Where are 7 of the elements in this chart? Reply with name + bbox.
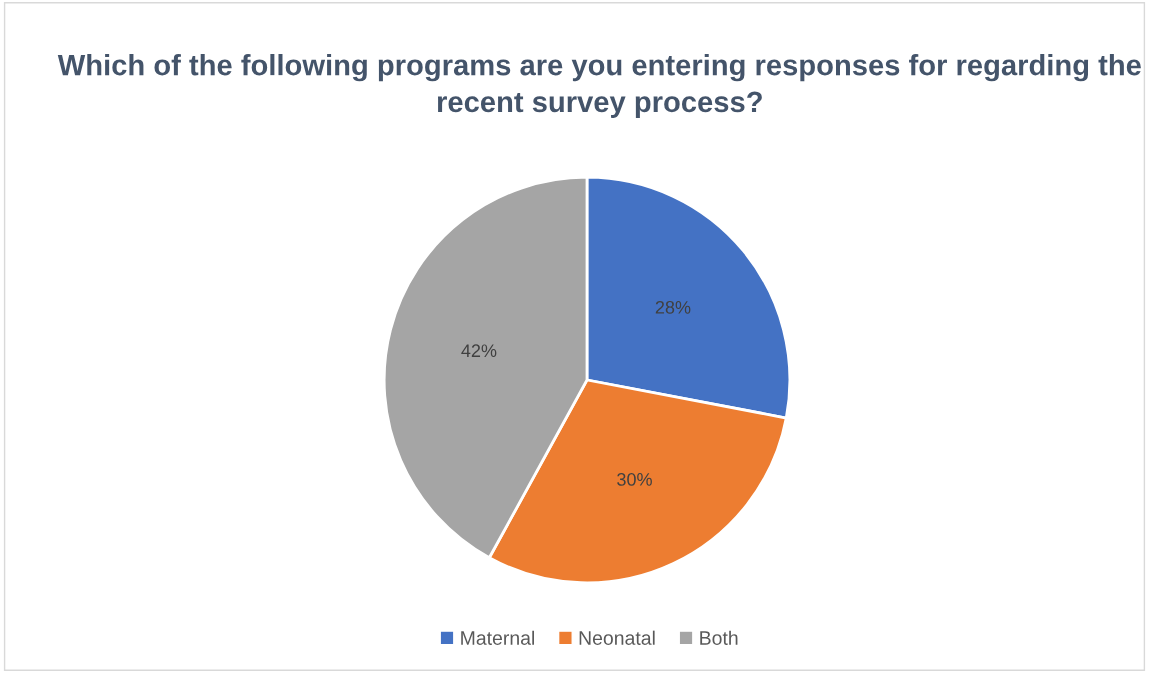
chart-title: Which of the following programs are you entering responses for regarding the recent survey process? <box>57 53 1141 119</box>
legend-label: Neonatal <box>579 630 655 645</box>
legend-label: Both <box>700 630 738 645</box>
data-label: 30% <box>617 473 652 486</box>
data-label: 28% <box>655 300 691 314</box>
data-label: 42% <box>461 344 497 358</box>
legend-label: Maternal <box>461 630 534 645</box>
